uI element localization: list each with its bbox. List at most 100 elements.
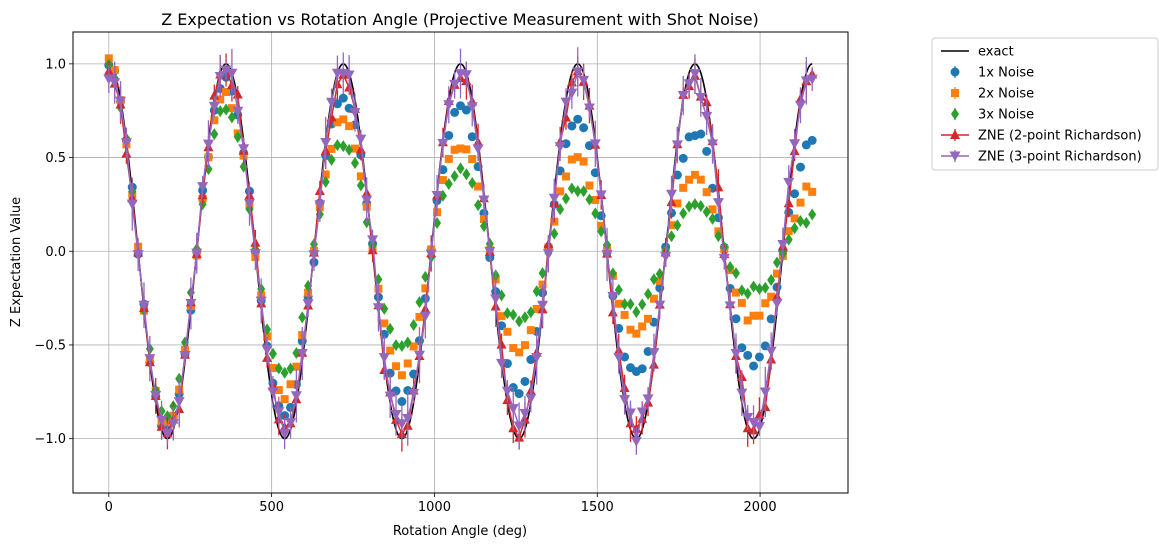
data-point: [538, 267, 547, 280]
data-point: [696, 129, 706, 139]
legend-item: ZNE (2-point Richardson): [941, 129, 1142, 144]
data-point: [507, 404, 519, 415]
data-point: [238, 144, 250, 155]
legend-label: exact: [978, 45, 1014, 60]
data-point: [449, 79, 461, 90]
data-point: [679, 183, 688, 192]
data-point: [290, 391, 302, 402]
data-point: [790, 222, 799, 235]
data-point: [731, 267, 740, 280]
data-point: [567, 121, 577, 131]
data-point: [673, 219, 682, 232]
data-point: [550, 227, 559, 240]
legend-label: ZNE (3-point Richardson): [978, 150, 1142, 165]
data-point: [632, 306, 641, 319]
data-point: [585, 181, 594, 190]
data-point: [707, 139, 719, 150]
data-point: [484, 246, 496, 257]
data-point: [233, 131, 242, 144]
data-point: [227, 104, 236, 113]
data-point: [350, 157, 359, 170]
data-point: [409, 319, 418, 332]
data-point: [326, 97, 338, 108]
data-point: [120, 138, 132, 149]
data-point: [526, 355, 536, 365]
legend-label: 2x Noise: [978, 87, 1034, 102]
data-point: [126, 199, 138, 210]
data-point: [690, 198, 699, 211]
legend-label: 1x Noise: [978, 66, 1034, 81]
data-point: [702, 205, 711, 218]
series-layer: [103, 47, 818, 455]
data-point: [332, 99, 342, 109]
legend-frame: [931, 37, 1159, 171]
y-axis-label: Z Expectation Value: [9, 197, 24, 327]
data-point: [613, 352, 625, 363]
data-point: [761, 299, 770, 308]
legend-label: 3x Noise: [978, 108, 1034, 123]
data-point: [456, 144, 465, 153]
data-point: [556, 187, 565, 196]
data-point: [806, 74, 818, 85]
data-point: [350, 144, 359, 153]
data-point: [308, 250, 320, 261]
data-point: [743, 287, 752, 300]
data-point: [773, 256, 782, 269]
data-point: [638, 322, 647, 331]
data-point: [562, 192, 571, 205]
data-point: [624, 408, 636, 419]
data-point: [765, 346, 777, 357]
data-point: [438, 176, 447, 185]
data-point: [748, 418, 760, 429]
legend-item: ZNE (3-point Richardson): [941, 150, 1142, 165]
data-point: [444, 178, 453, 191]
data-point: [696, 199, 705, 212]
data-point: [573, 153, 582, 162]
data-point: [690, 170, 699, 179]
data-point: [702, 146, 712, 156]
data-point: [567, 155, 576, 164]
data-point: [642, 394, 654, 405]
data-point: [532, 285, 541, 298]
data-point: [355, 144, 366, 154]
legend-item: 1x Noise: [950, 66, 1034, 81]
data-point: [666, 189, 678, 200]
data-point: [466, 102, 478, 113]
data-point: [520, 341, 529, 350]
legend: exact 1x Noise 2x Noise 3x Noise ZNE (2-poin…: [931, 37, 1159, 171]
data-point: [462, 145, 471, 154]
y-tick-label: −0.5: [34, 338, 66, 353]
data-point: [790, 214, 799, 223]
y-tick-label: 0.0: [45, 245, 66, 260]
data-point: [255, 296, 267, 307]
data-point: [249, 249, 261, 260]
data-point: [210, 128, 219, 141]
data-point: [783, 177, 795, 188]
data-point: [496, 358, 508, 369]
data-point: [372, 303, 384, 314]
data-point: [104, 54, 113, 63]
data-point: [415, 312, 424, 321]
data-point: [579, 185, 588, 198]
data-point: [490, 294, 502, 305]
data-point: [409, 342, 418, 351]
data-point: [718, 253, 730, 264]
data-point: [573, 114, 583, 124]
data-point: [472, 144, 484, 155]
data-point: [392, 339, 401, 352]
data-point: [386, 346, 395, 355]
data-point: [678, 153, 688, 163]
legend-item: 2x Noise: [951, 87, 1034, 102]
data-point: [380, 319, 389, 328]
data-point: [397, 397, 407, 407]
axis-ticks: 0 500 1000 1500 2000 −1.0 −0.5 0.0 0.5 1.0: [34, 57, 776, 515]
data-point: [673, 199, 682, 208]
data-point: [496, 339, 507, 349]
data-point: [737, 284, 746, 297]
data-point: [501, 386, 513, 397]
data-point: [685, 175, 694, 184]
data-point: [431, 190, 443, 201]
data-point: [731, 288, 740, 297]
data-point: [679, 207, 688, 220]
chart-title: Z Expectation vs Rotation Angle (Project…: [161, 10, 759, 29]
